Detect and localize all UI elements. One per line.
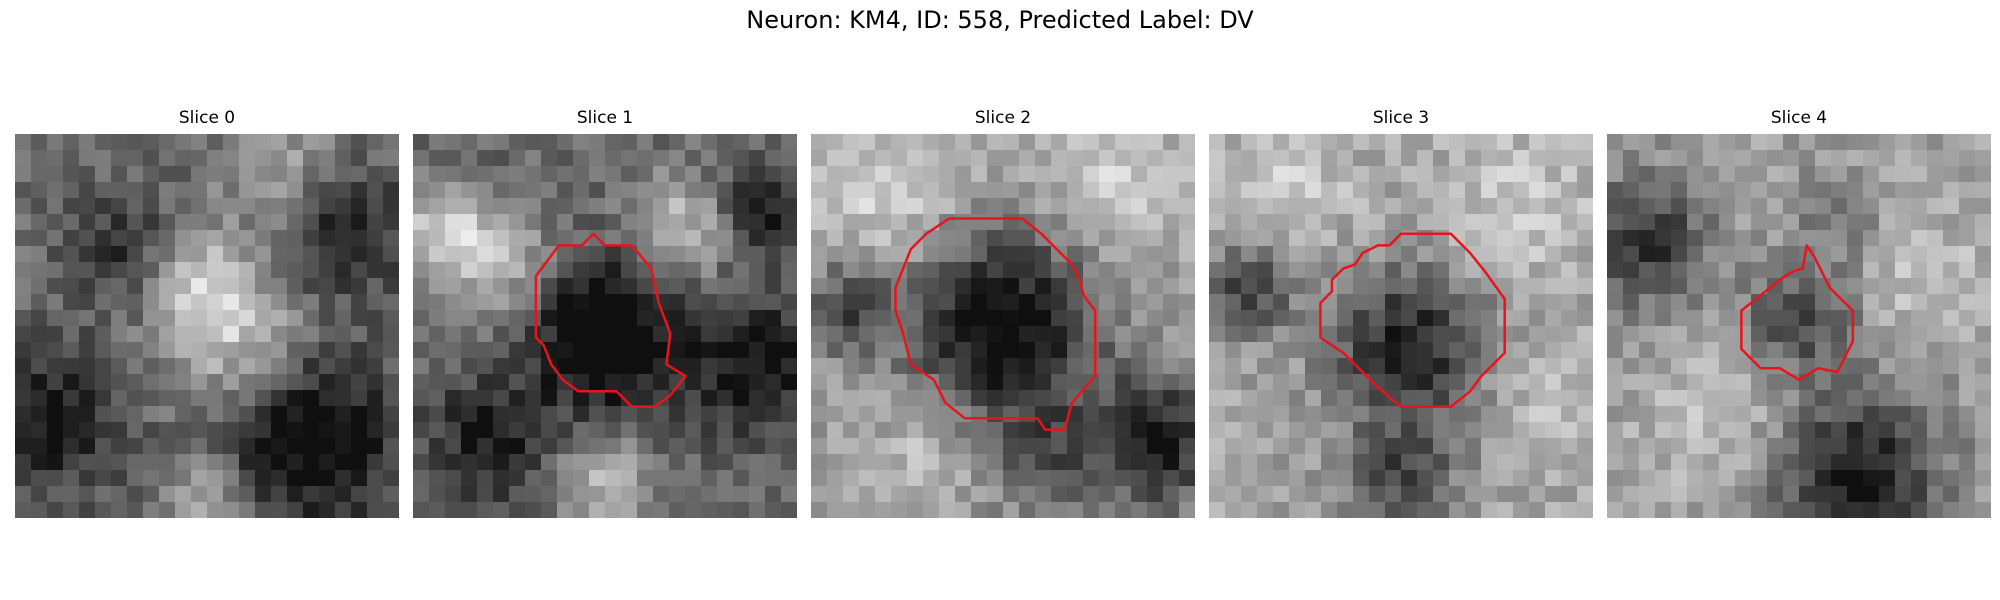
pixel-grid bbox=[1607, 134, 1991, 518]
slice-panel-3: Slice 3 bbox=[1209, 108, 1593, 518]
pixel-grid bbox=[1209, 134, 1593, 518]
slice-panel-1: Slice 1 bbox=[413, 108, 797, 518]
figure-title: Neuron: KM4, ID: 558, Predicted Label: D… bbox=[746, 6, 1254, 34]
segmentation-contour bbox=[1319, 232, 1506, 408]
slice-title: Slice 3 bbox=[1372, 108, 1430, 128]
slice-image bbox=[15, 134, 399, 518]
slice-title: Slice 1 bbox=[576, 108, 634, 128]
slice-image bbox=[413, 134, 797, 518]
segmentation-contour bbox=[1740, 244, 1855, 382]
slice-image bbox=[1607, 134, 1991, 518]
pixel-grid bbox=[811, 134, 1195, 518]
segmentation-contour bbox=[894, 217, 1097, 431]
slice-title: Slice 0 bbox=[178, 108, 236, 128]
pixel-grid bbox=[15, 134, 399, 518]
pixel-grid bbox=[413, 134, 797, 518]
slice-image bbox=[811, 134, 1195, 518]
slice-panel-4: Slice 4 bbox=[1607, 108, 1991, 518]
slice-panel-0: Slice 0 bbox=[15, 108, 399, 518]
slice-image bbox=[1209, 134, 1593, 518]
slice-panel-2: Slice 2 bbox=[811, 108, 1195, 518]
slice-title: Slice 4 bbox=[1770, 108, 1828, 128]
slice-title: Slice 2 bbox=[974, 108, 1032, 128]
segmentation-contour bbox=[534, 232, 687, 408]
